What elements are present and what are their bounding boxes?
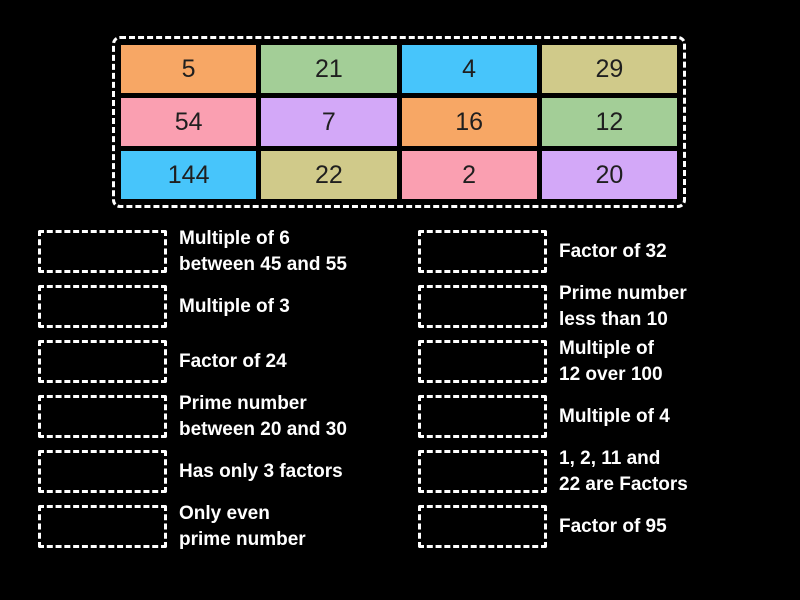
number-tile[interactable]: 12	[541, 98, 677, 146]
match-row: Multiple of 6 between 45 and 55	[38, 228, 347, 275]
clue-label: Only even prime number	[179, 503, 306, 550]
number-tile[interactable]: 4	[401, 45, 537, 93]
number-tile[interactable]: 144	[121, 151, 257, 199]
clue-label: 1, 2, 11 and 22 are Factors	[559, 448, 688, 495]
drop-slot[interactable]	[418, 285, 547, 328]
clue-label: Multiple of 6 between 45 and 55	[179, 228, 347, 275]
drop-slot[interactable]	[418, 505, 547, 548]
drop-slot[interactable]	[418, 230, 547, 273]
match-row: Prime number less than 10	[418, 283, 688, 330]
clue-label: Multiple of 4	[559, 405, 670, 427]
clue-label: Factor of 32	[559, 240, 667, 262]
clue-column-left: Multiple of 6 between 45 and 55 Multiple…	[38, 228, 347, 550]
drop-slot[interactable]	[38, 450, 167, 493]
number-tile[interactable]: 54	[121, 98, 257, 146]
match-row: Prime number between 20 and 30	[38, 393, 347, 440]
match-row: Multiple of 3	[38, 285, 347, 328]
clue-label: Factor of 24	[179, 350, 287, 372]
match-row: Factor of 24	[38, 340, 347, 383]
clue-column-right: Factor of 32 Prime number less than 10 M…	[418, 230, 688, 548]
clue-label: Multiple of 3	[179, 295, 290, 317]
number-tile[interactable]: 29	[541, 45, 677, 93]
number-tile[interactable]: 22	[261, 151, 397, 199]
number-tile[interactable]: 2	[401, 151, 537, 199]
number-tile[interactable]: 5	[121, 45, 257, 93]
drop-slot[interactable]	[418, 340, 547, 383]
match-row: Factor of 32	[418, 230, 688, 273]
clue-label: Prime number less than 10	[559, 283, 687, 330]
number-tile[interactable]: 20	[541, 151, 677, 199]
clue-label: Factor of 95	[559, 515, 667, 537]
drop-slot[interactable]	[38, 340, 167, 383]
drop-slot[interactable]	[38, 285, 167, 328]
number-tile[interactable]: 21	[261, 45, 397, 93]
match-row: Multiple of 12 over 100	[418, 338, 688, 385]
answer-tile-grid: 5 21 4 29 54 7 16 12 144 22 2 20	[112, 36, 686, 208]
clue-label: Multiple of 12 over 100	[559, 338, 663, 385]
drop-slot[interactable]	[38, 505, 167, 548]
match-row: Has only 3 factors	[38, 450, 347, 493]
number-tile[interactable]: 16	[401, 98, 537, 146]
drop-slot[interactable]	[418, 450, 547, 493]
drop-slot[interactable]	[38, 395, 167, 438]
drop-slot[interactable]	[38, 230, 167, 273]
clue-label: Has only 3 factors	[179, 460, 343, 482]
match-row: Multiple of 4	[418, 395, 688, 438]
drop-slot[interactable]	[418, 395, 547, 438]
number-tile[interactable]: 7	[261, 98, 397, 146]
clue-label: Prime number between 20 and 30	[179, 393, 347, 440]
match-row: Only even prime number	[38, 503, 347, 550]
match-row: Factor of 95	[418, 505, 688, 548]
match-row: 1, 2, 11 and 22 are Factors	[418, 448, 688, 495]
